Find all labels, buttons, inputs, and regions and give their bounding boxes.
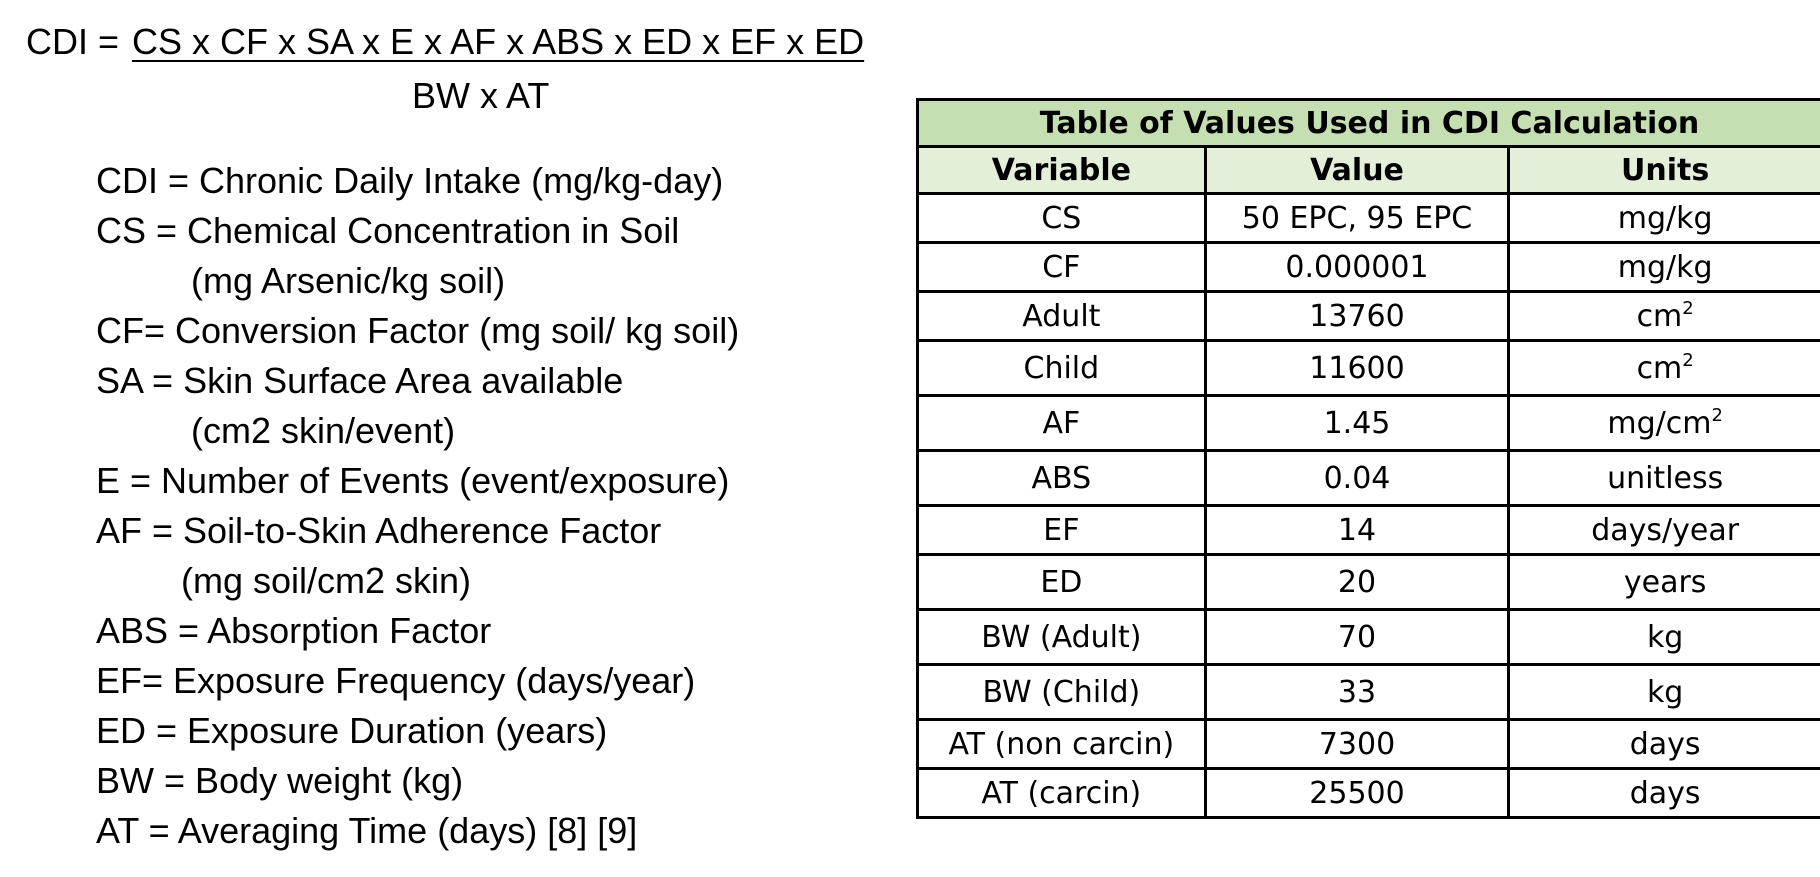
- cell-variable: ABS: [916, 449, 1207, 507]
- cell-value: 50 EPC, 95 EPC: [1203, 192, 1511, 244]
- cell-variable: BW (Child): [916, 663, 1207, 721]
- unit-text: kg: [1646, 674, 1684, 710]
- cell-value: 0.000001: [1203, 241, 1511, 293]
- cell-variable: BW (Adult): [916, 608, 1207, 666]
- cell-value: 20: [1203, 553, 1511, 611]
- variable-definitions: CDI = Chronic Daily Intake (mg/kg-day) C…: [96, 156, 739, 856]
- table-row: CS 50 EPC, 95 EPC mg/kg: [916, 192, 1820, 244]
- definition-line: (mg soil/cm2 skin): [181, 560, 472, 601]
- column-header-variable: Variable: [916, 145, 1207, 195]
- definition-line: SA = Skin Surface Area available: [96, 360, 624, 401]
- definition-line: AT = Averaging Time (days) [8] [9]: [96, 810, 638, 851]
- unit-text: mg/cm: [1607, 405, 1712, 441]
- cell-units: mg/kg: [1507, 241, 1820, 293]
- definition-line: EF= Exposure Frequency (days/year): [96, 660, 696, 701]
- cell-units: unitless: [1507, 449, 1820, 507]
- cell-units: days: [1507, 767, 1820, 819]
- unit-superscript: 2: [1711, 404, 1723, 426]
- unit-text: cm: [1636, 298, 1683, 334]
- cell-variable: Adult: [916, 290, 1207, 342]
- cell-units: mg/kg: [1507, 192, 1820, 244]
- cell-units: cm2: [1507, 290, 1820, 342]
- table-row: ED 20 years: [916, 553, 1820, 611]
- unit-text: kg: [1646, 619, 1684, 655]
- cell-units: mg/cm2: [1507, 394, 1820, 452]
- definition-line: CS = Chemical Concentration in Soil: [96, 210, 680, 251]
- formula-numerator: CS x CF x SA x E x AF x ABS x ED x EF x …: [132, 21, 865, 62]
- unit-text: days: [1629, 775, 1701, 811]
- cell-variable: EF: [916, 504, 1207, 556]
- table-row: AT (carcin) 25500 days: [916, 767, 1820, 819]
- unit-text: days: [1629, 726, 1701, 762]
- cell-variable: AT (carcin): [916, 767, 1207, 819]
- column-header-value: Value: [1203, 145, 1511, 195]
- table-row: CF 0.000001 mg/kg: [916, 241, 1820, 293]
- formula-lhs: CDI =: [26, 21, 120, 62]
- definition-line: BW = Body weight (kg): [96, 760, 464, 801]
- cdi-values-table: Table of Values Used in CDI Calculation …: [916, 98, 1820, 819]
- cell-value: 14: [1203, 504, 1511, 556]
- table-row: Child 11600 cm2: [916, 339, 1820, 397]
- table-row: EF 14 days/year: [916, 504, 1820, 556]
- cell-units: days/year: [1507, 504, 1820, 556]
- unit-text: days/year: [1591, 512, 1740, 548]
- unit-text: mg/kg: [1617, 249, 1713, 285]
- unit-text: mg/kg: [1617, 200, 1713, 236]
- cell-value: 1.45: [1203, 394, 1511, 452]
- table-row: BW (Adult) 70 kg: [916, 608, 1820, 666]
- cell-variable: AF: [916, 394, 1207, 452]
- cell-units: kg: [1507, 608, 1820, 666]
- cell-variable: AT (non carcin): [916, 718, 1207, 770]
- cell-variable: CF: [916, 241, 1207, 293]
- cell-units: years: [1507, 553, 1820, 611]
- table-row: ABS 0.04 unitless: [916, 449, 1820, 507]
- table-body: CS 50 EPC, 95 EPC mg/kg CF 0.000001 mg/kg Adul…: [916, 192, 1820, 819]
- unit-text: years: [1623, 564, 1707, 600]
- definition-line: AF = Soil-to-Skin Adherence Factor: [96, 510, 662, 551]
- definition-line: CF= Conversion Factor (mg soil/ kg soil): [96, 310, 740, 351]
- definition-line: E = Number of Events (event/exposure): [96, 460, 730, 501]
- definition-line: (cm2 skin/event): [191, 410, 456, 451]
- cell-variable: Child: [916, 339, 1207, 397]
- table-row: AT (non carcin) 7300 days: [916, 718, 1820, 770]
- table-row: Adult 13760 cm2: [916, 290, 1820, 342]
- definition-line: ABS = Absorption Factor: [96, 610, 492, 651]
- unit-text: cm: [1636, 350, 1683, 386]
- cell-units: kg: [1507, 663, 1820, 721]
- definition-line: (mg Arsenic/kg soil): [191, 260, 506, 301]
- table-title: Table of Values Used in CDI Calculation: [916, 98, 1820, 148]
- cell-units: cm2: [1507, 339, 1820, 397]
- table-row: AF 1.45 mg/cm2: [916, 394, 1820, 452]
- cell-variable: CS: [916, 192, 1207, 244]
- unit-text: unitless: [1607, 460, 1724, 496]
- definition-line: ED = Exposure Duration (years): [96, 710, 608, 751]
- cell-variable: ED: [916, 553, 1207, 611]
- cell-value: 11600: [1203, 339, 1511, 397]
- cell-value: 13760: [1203, 290, 1511, 342]
- cell-value: 25500: [1203, 767, 1511, 819]
- unit-superscript: 2: [1682, 297, 1694, 319]
- unit-superscript: 2: [1682, 349, 1694, 371]
- cell-value: 7300: [1203, 718, 1511, 770]
- column-header-units: Units: [1507, 145, 1820, 195]
- cell-value: 70: [1203, 608, 1511, 666]
- table-row: BW (Child) 33 kg: [916, 663, 1820, 721]
- cell-value: 33: [1203, 663, 1511, 721]
- formula-denominator: BW x AT: [412, 75, 550, 116]
- cell-units: days: [1507, 718, 1820, 770]
- cell-value: 0.04: [1203, 449, 1511, 507]
- definition-line: CDI = Chronic Daily Intake (mg/kg-day): [96, 160, 724, 201]
